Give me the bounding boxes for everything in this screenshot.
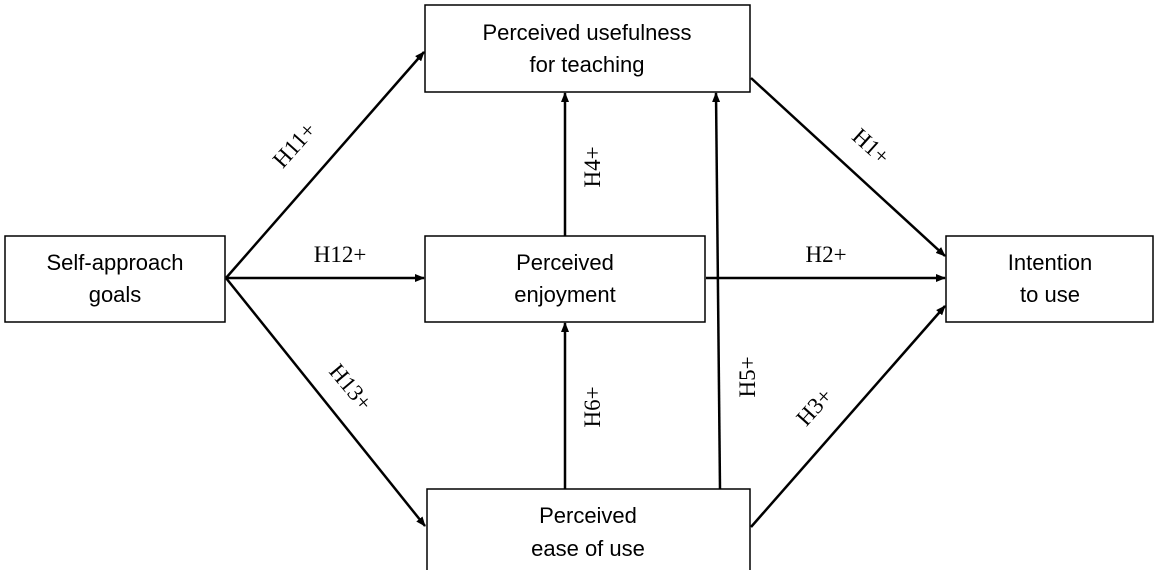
node-box [426, 488, 751, 570]
edge-label: H5+ [735, 356, 760, 397]
arrows [225, 51, 946, 528]
node-text: Perceived [516, 250, 614, 275]
node-text: Self-approach [47, 250, 184, 275]
edge-label: H1+ [847, 123, 894, 169]
edge-label: H11+ [268, 117, 321, 172]
node-box [4, 235, 226, 323]
arrow [750, 77, 946, 257]
node-text: for teaching [530, 52, 645, 77]
edge-label: H13+ [324, 359, 377, 415]
edge-label: H3+ [791, 383, 837, 430]
node-text: Intention [1008, 250, 1092, 275]
node-text: goals [89, 282, 142, 307]
node-text: Perceived usefulness [482, 20, 691, 45]
node-box [945, 235, 1154, 323]
edge-label: H4+ [580, 146, 605, 187]
edge-label: H6+ [580, 386, 605, 427]
node-text: Perceived [539, 503, 637, 528]
node-box [424, 4, 751, 93]
edge-label: H12+ [314, 242, 367, 267]
arrow [225, 51, 425, 279]
node-text: to use [1020, 282, 1080, 307]
edge-label: H2+ [805, 242, 846, 267]
arrow [225, 277, 426, 527]
node-box [424, 235, 706, 323]
node-text: ease of use [531, 536, 645, 561]
arrow [712, 92, 722, 490]
arrow [750, 305, 946, 528]
node-text: enjoyment [514, 282, 616, 307]
